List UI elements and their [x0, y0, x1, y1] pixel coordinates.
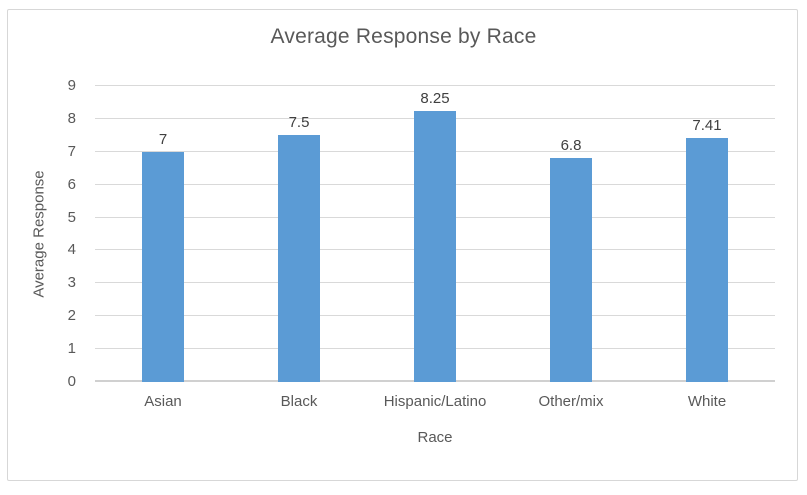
category-label: Hispanic/Latino [383, 393, 487, 410]
y-tick-label: 1 [67, 340, 76, 358]
bar-slot: 7 [95, 86, 231, 382]
bar-other-mix[interactable]: 6.8 [550, 137, 592, 382]
category-label: Black [280, 393, 318, 410]
x-axis-title: Race [417, 429, 453, 446]
gridline [95, 85, 775, 86]
data-label: 7.41 [692, 117, 722, 135]
y-tick-label: 3 [67, 274, 76, 292]
data-label: 6.8 [560, 137, 582, 155]
bar-hispanic-latino[interactable]: 8.25 [414, 90, 456, 382]
y-tick-label: 2 [67, 307, 76, 325]
data-label: 8.25 [420, 89, 450, 107]
data-label: 7.5 [288, 114, 310, 132]
bar-black[interactable]: 7.5 [278, 114, 320, 382]
bar-white[interactable]: 7.41 [686, 117, 728, 382]
y-tick-label: 7 [67, 142, 76, 160]
y-tick-label: 8 [67, 109, 76, 127]
y-tick-label: 6 [67, 175, 76, 193]
x-axis-labels: Asian Black Hispanic/Latino Other/mix White [95, 393, 775, 410]
y-tick-label: 5 [67, 208, 76, 226]
bar-slot: 6.8 [503, 86, 639, 382]
category-label: Asian [144, 393, 182, 410]
chart-border [7, 9, 798, 481]
y-tick-label: 0 [67, 373, 76, 390]
data-label: 7 [158, 130, 168, 148]
bar-slot: 7.5 [231, 86, 367, 382]
plot-area: 7 7.5 8.25 6.8 7.41 [95, 85, 775, 382]
chart-title: Average Response by Race [270, 25, 537, 48]
y-tick-label: 4 [67, 241, 76, 259]
bar-slot: 7.41 [639, 86, 775, 382]
category-label: Other/mix [538, 393, 604, 410]
category-label: White [687, 393, 727, 410]
y-tick-label: 9 [67, 77, 76, 94]
bar-slot: 8.25 [367, 86, 503, 382]
bar-series: 7 7.5 8.25 6.8 7.41 [95, 86, 775, 382]
y-axis-ticks: 0 1 2 3 4 5 6 7 8 9 [38, 77, 76, 390]
bar-asian[interactable]: 7 [142, 131, 184, 382]
